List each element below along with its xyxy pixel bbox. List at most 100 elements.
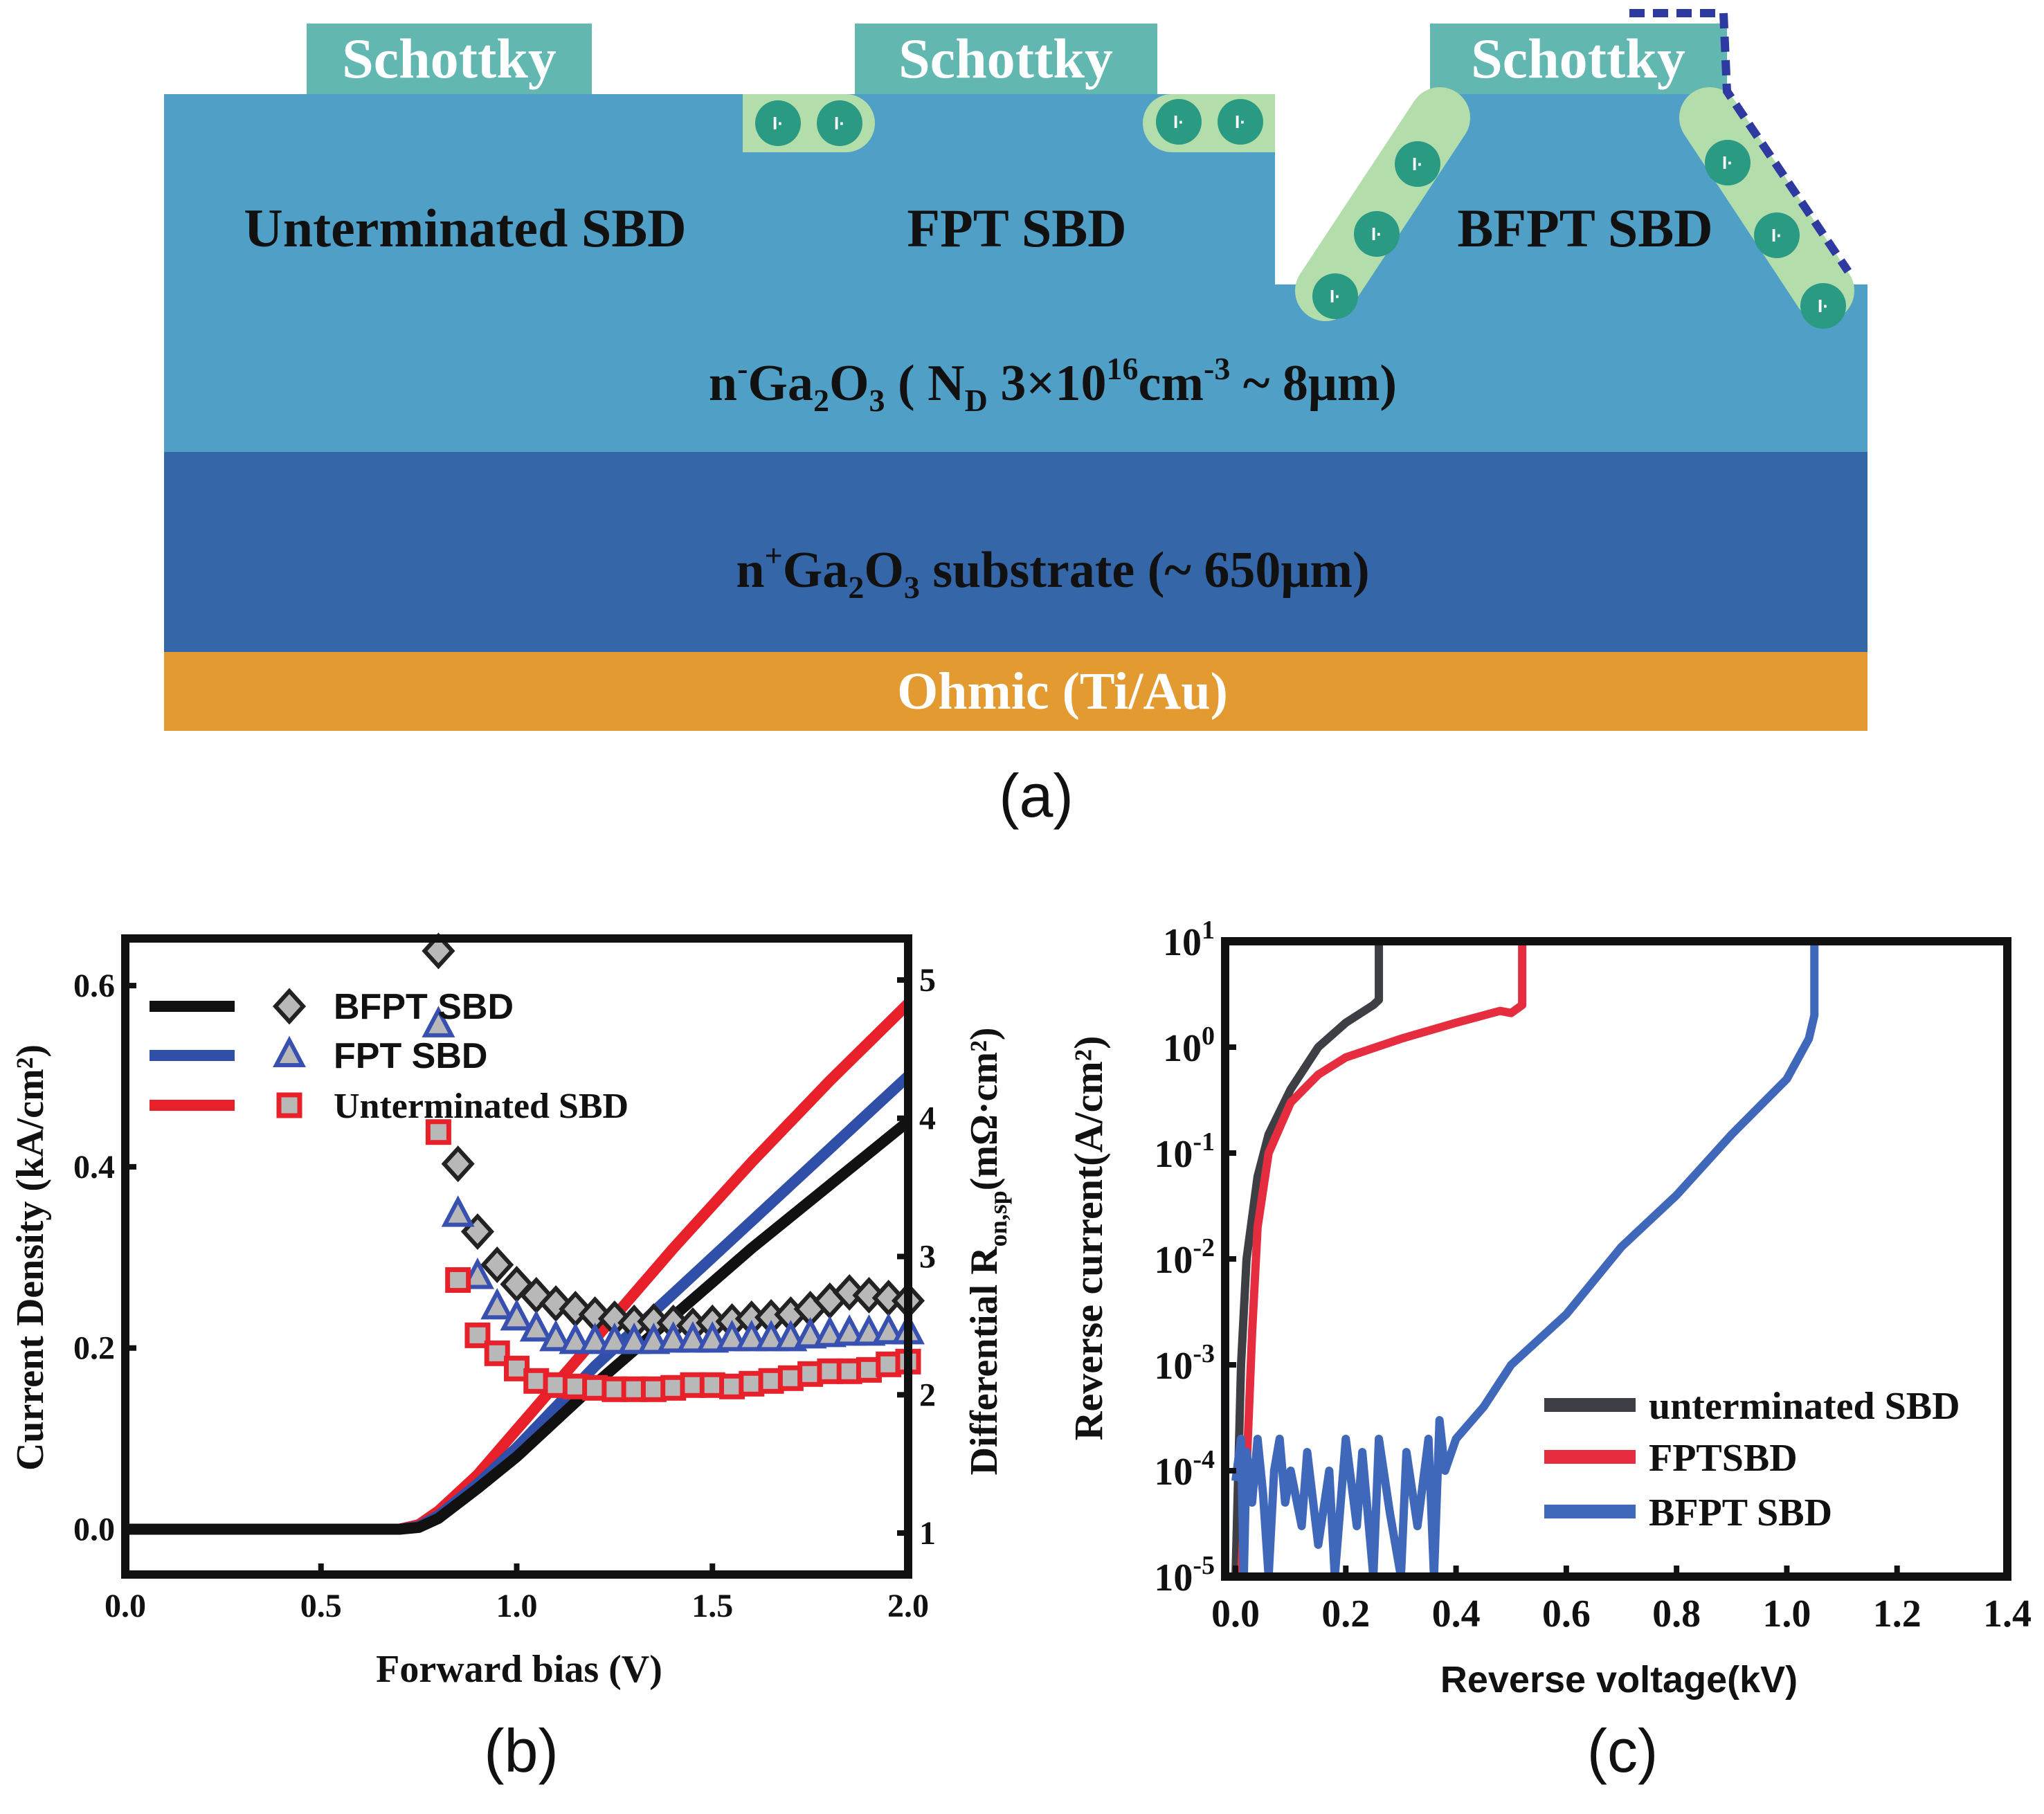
scatter-point-diamond	[480, 1246, 514, 1283]
y-tick-label: 10-2	[1154, 1233, 1215, 1282]
scatter-point-triangle	[656, 1321, 690, 1353]
y-right-tick-label: 2	[919, 1377, 936, 1413]
scatter-point-triangle	[813, 1315, 847, 1348]
legend-label: BFPT SBD	[334, 987, 514, 1027]
device-label-bfpt: BFPT SBD	[1457, 198, 1712, 258]
x-tick-label: 1.0	[1762, 1593, 1811, 1635]
y-tick-label: 0.2	[73, 1330, 115, 1367]
ion-sign-icon: I·	[1771, 225, 1782, 246]
ion-sign-icon: I·	[1235, 111, 1246, 132]
series-line-unterminated-sbd	[1231, 941, 1384, 1577]
panel-a-device-cross-section: I· I· I· I· I· I· I· I· I· I· Schottky Schottky S…	[164, 9, 1867, 830]
schottky-pad-bfpt	[1430, 24, 1727, 94]
x-tick-label: 0.2	[1321, 1593, 1370, 1635]
x-axis-title: Reverse voltage(kV)	[1440, 1659, 1798, 1700]
schottky-label: Schottky	[898, 27, 1113, 90]
y-axis-title: Reverse current(A/cm²)	[1066, 1036, 1111, 1441]
ion-sign-icon: I·	[772, 113, 784, 134]
x-tick-label: 1.2	[1873, 1593, 1921, 1635]
ohmic-contact-layer	[164, 652, 1867, 731]
y-tick-label: 10-1	[1154, 1127, 1215, 1176]
scatter-point-square	[445, 1267, 471, 1293]
legend-triangle-icon	[273, 1035, 306, 1067]
plot-frame	[121, 934, 912, 1579]
caption-c: (c)	[1587, 1716, 1658, 1785]
ion-markers: I· I· I· I· I· I· I· I· I· I·	[755, 99, 1846, 329]
y-right-tick-label: 5	[919, 962, 936, 999]
scatter-point-triangle	[833, 1314, 867, 1346]
ion-icon	[755, 100, 801, 146]
legend-label: FPTSBD	[1649, 1437, 1798, 1480]
series-line-bfpt-sbd	[125, 1117, 912, 1535]
caption-a: (a)	[999, 761, 1074, 830]
scatter-point-triangle	[480, 1287, 514, 1320]
y-tick-label: 0.6	[73, 968, 115, 1004]
ion-sign-icon: I·	[1412, 154, 1423, 174]
ion-sign-icon: I·	[1722, 152, 1733, 173]
substrate-label: n+Ga2O3 substrate (~ 650μm)	[736, 538, 1369, 605]
x-tick-label: 2.0	[887, 1588, 929, 1624]
scatter-point-triangle	[441, 1195, 475, 1227]
scatter-point-triangle	[715, 1319, 749, 1352]
ion-icon	[1312, 273, 1358, 319]
y-tick-label: 10-4	[1154, 1445, 1215, 1494]
series-line-fptsbd	[1236, 941, 1527, 1577]
legend-label: unterminated SBD	[1649, 1385, 1960, 1428]
schottky-label: Schottky	[342, 27, 557, 90]
scatter-point-triangle	[578, 1322, 612, 1354]
legend-label: FPT SBD	[334, 1036, 487, 1076]
scatter-point-triangle	[539, 1319, 573, 1352]
ion-icon	[1395, 141, 1440, 187]
scatter-point-square	[425, 1119, 451, 1145]
scatter-point-triangle	[597, 1322, 631, 1354]
x-tick-label: 1.5	[691, 1588, 733, 1624]
schottky-pad-unterminated	[307, 24, 592, 94]
y-axis-title: Current Density (kA/cm²)	[9, 1044, 52, 1471]
y-tick-label: 0.0	[73, 1512, 115, 1548]
scatter-point-triangle	[519, 1309, 553, 1342]
legend-diamond-icon	[272, 988, 307, 1025]
n-minus-drift-layer	[164, 94, 1867, 452]
scatter-point-triangle	[460, 1258, 494, 1289]
x-tick-label: 0.6	[1542, 1593, 1591, 1635]
device-label-fpt: FPT SBD	[907, 198, 1126, 258]
scatter-point-diamond	[441, 1145, 475, 1183]
n-layer-label: n-Ga2O3 ( ND 3×1016cm-3 ~ 8μm)	[709, 351, 1397, 418]
scatter-point-triangle	[793, 1316, 827, 1349]
legend-label: Unterminated SBD	[334, 1087, 628, 1126]
chart-c-reverse-iv: 0.0 0.2 0.4 0.6 0.8 1.0 1.2 1.4 101 100 10-1 10-2 10…	[1066, 916, 2032, 1785]
x-tick-label: 0.4	[1432, 1593, 1481, 1635]
scatter-point-triangle	[559, 1322, 593, 1354]
scatter-point-diamond	[852, 1276, 886, 1314]
dashed-boundary-line	[1629, 9, 1852, 274]
scatter-point-triangle	[637, 1322, 671, 1354]
x-axis-title: Forward bias (V)	[376, 1648, 662, 1691]
legend-square-icon	[276, 1092, 302, 1118]
schottky-pad-fpt	[855, 24, 1157, 94]
ion-icon	[817, 100, 862, 146]
device-label-unterminated: Unterminated SBD	[244, 198, 686, 258]
legend-label: BFPT SBD	[1649, 1491, 1832, 1534]
scatter-point-triangle	[734, 1319, 768, 1352]
ion-sign-icon: I·	[1818, 296, 1829, 316]
ion-sign-icon: I·	[1173, 111, 1184, 132]
chart-b-forward-iv: 0.0 0.5 1.0 1.5 2.0 0.0 0.2 0.4 0.6 1 2 3 4 5 Forward …	[9, 932, 1012, 1785]
scatter-point-triangle	[871, 1312, 905, 1345]
scatter-point-triangle	[676, 1321, 709, 1353]
scatter-point-triangle	[852, 1314, 886, 1346]
ion-icon	[1800, 283, 1846, 329]
series-line-bfpt-sbd	[1231, 941, 1819, 1581]
y-tick-label: 10-5	[1154, 1551, 1215, 1599]
x-tick-label: 0.0	[105, 1588, 146, 1624]
caption-b: (b)	[484, 1716, 559, 1785]
y-right-tick-label: 1	[919, 1515, 936, 1552]
ion-icon	[1156, 99, 1202, 145]
y-right-axis-title: Differential Ron,sp(mΩ·cm²)	[963, 1027, 1012, 1475]
schottky-label: Schottky	[1471, 27, 1685, 90]
y-right-tick-label: 4	[919, 1100, 936, 1137]
ion-sign-icon: I·	[1371, 224, 1382, 244]
ion-sign-icon: I·	[834, 113, 845, 134]
y-right-tick-label: 3	[919, 1239, 936, 1276]
scatter-point-triangle	[422, 1006, 455, 1037]
